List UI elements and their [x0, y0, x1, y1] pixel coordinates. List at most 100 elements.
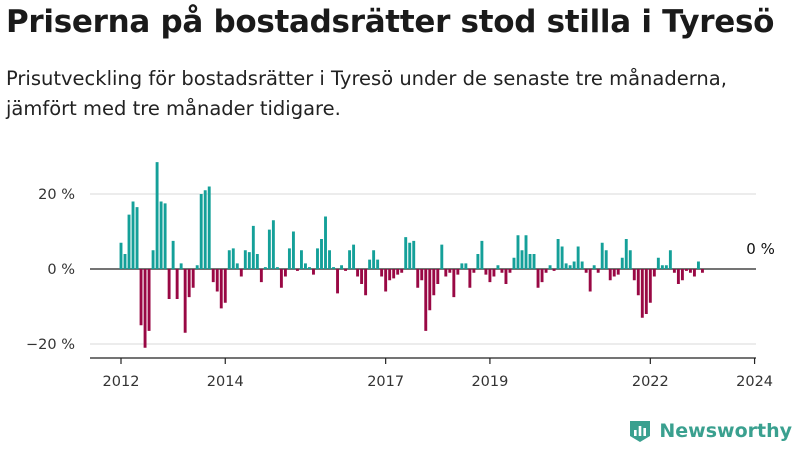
bar [680, 269, 684, 281]
bar [432, 269, 436, 296]
chart-subtitle: Prisutveckling för bostadsrätter i Tyres… [6, 67, 727, 120]
bar [235, 263, 239, 270]
bar [668, 250, 672, 269]
bar [464, 263, 468, 270]
bar [187, 269, 191, 298]
bar [520, 250, 524, 269]
bar [348, 250, 352, 269]
bar [452, 269, 456, 298]
bar [476, 254, 480, 269]
bar [524, 235, 528, 269]
bar [496, 265, 500, 269]
bar [528, 254, 532, 269]
bar [368, 259, 372, 270]
bar [664, 265, 668, 269]
bar [656, 257, 660, 269]
bar [696, 261, 700, 269]
bar [516, 235, 520, 269]
bar [456, 269, 460, 275]
bar [143, 269, 147, 348]
bar [324, 216, 327, 269]
bar [420, 269, 424, 281]
bar [492, 269, 496, 277]
bar [287, 248, 291, 270]
bar [227, 250, 231, 269]
bar [692, 269, 696, 277]
bar [544, 269, 548, 273]
bar [592, 265, 596, 269]
bar [360, 269, 364, 284]
bar-series [119, 162, 704, 348]
bar [652, 269, 656, 277]
bar [624, 239, 628, 269]
bar [580, 261, 584, 269]
bar [364, 269, 368, 296]
bar [532, 254, 536, 269]
bar-chart: 20 % 0 % −20 % 2012 2014 2017 2019 2022 2024 0 … [26, 162, 775, 390]
bar [279, 269, 283, 288]
bar [332, 267, 335, 270]
bar [291, 231, 295, 269]
bar [632, 269, 636, 281]
bar [424, 269, 428, 331]
bar [199, 194, 203, 269]
bar [688, 269, 692, 273]
bar [560, 246, 564, 269]
bar [436, 269, 440, 284]
bar [255, 254, 259, 269]
bar [576, 246, 580, 269]
bar [536, 269, 540, 288]
bar [203, 190, 207, 269]
bar [251, 225, 255, 270]
bar [684, 269, 688, 271]
bar [231, 248, 235, 270]
bar [191, 269, 195, 288]
bar [239, 269, 243, 277]
bar [131, 201, 135, 269]
newsworthy-logo: Newsworthy [627, 418, 792, 444]
bar [396, 269, 400, 275]
bar [484, 269, 488, 275]
bar [600, 242, 604, 269]
bar [392, 269, 396, 279]
bar [159, 201, 163, 269]
bar [444, 269, 448, 277]
bar [175, 269, 179, 299]
chart-title: Priserna på bostadsrätter stod stilla i … [6, 4, 775, 40]
bar [460, 263, 464, 270]
bar [572, 261, 576, 269]
bar [604, 250, 608, 269]
bar [139, 269, 143, 326]
y-tick-label: 0 % [47, 262, 75, 278]
bar [428, 269, 432, 311]
bar [147, 269, 151, 331]
bar [548, 265, 552, 269]
bar [376, 259, 380, 270]
bar [271, 220, 275, 269]
bar [440, 244, 444, 270]
bar [336, 269, 339, 294]
bar [400, 269, 404, 273]
bar [480, 240, 484, 270]
bar [352, 244, 356, 270]
bar [123, 254, 127, 269]
bar [616, 269, 620, 275]
bar [119, 242, 123, 269]
bar [283, 269, 287, 277]
bar [259, 269, 263, 283]
bar [388, 269, 392, 281]
bar [207, 186, 211, 269]
bar [472, 269, 476, 273]
bar [636, 269, 640, 296]
x-tick-label: 2022 [632, 374, 669, 390]
x-tick-label: 2024 [736, 374, 773, 390]
bar [640, 269, 644, 318]
bar [195, 265, 199, 269]
bar [356, 269, 360, 277]
bar [300, 250, 303, 269]
annotations: 0 % [746, 240, 775, 258]
bar [648, 269, 652, 303]
bar [672, 269, 676, 273]
y-tick-label: 20 % [38, 187, 75, 203]
bar [183, 269, 187, 333]
